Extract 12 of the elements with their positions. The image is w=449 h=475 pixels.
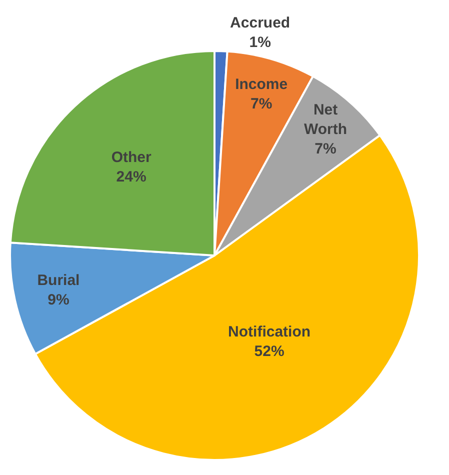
- data-label: 1%: [249, 34, 271, 52]
- slice-label: Accrued: [230, 14, 290, 32]
- data-label: 7%: [314, 140, 336, 158]
- data-label: 7%: [250, 96, 272, 113]
- slice-label: Notification: [228, 324, 311, 341]
- slice-label: Other: [111, 148, 152, 166]
- slice-label: Burial: [37, 272, 80, 290]
- data-label: 24%: [116, 168, 146, 186]
- slice-label: Net Worth: [304, 102, 348, 138]
- slice-label: Income: [235, 76, 288, 94]
- data-label: 52%: [254, 343, 284, 360]
- data-label: 9%: [48, 292, 70, 309]
